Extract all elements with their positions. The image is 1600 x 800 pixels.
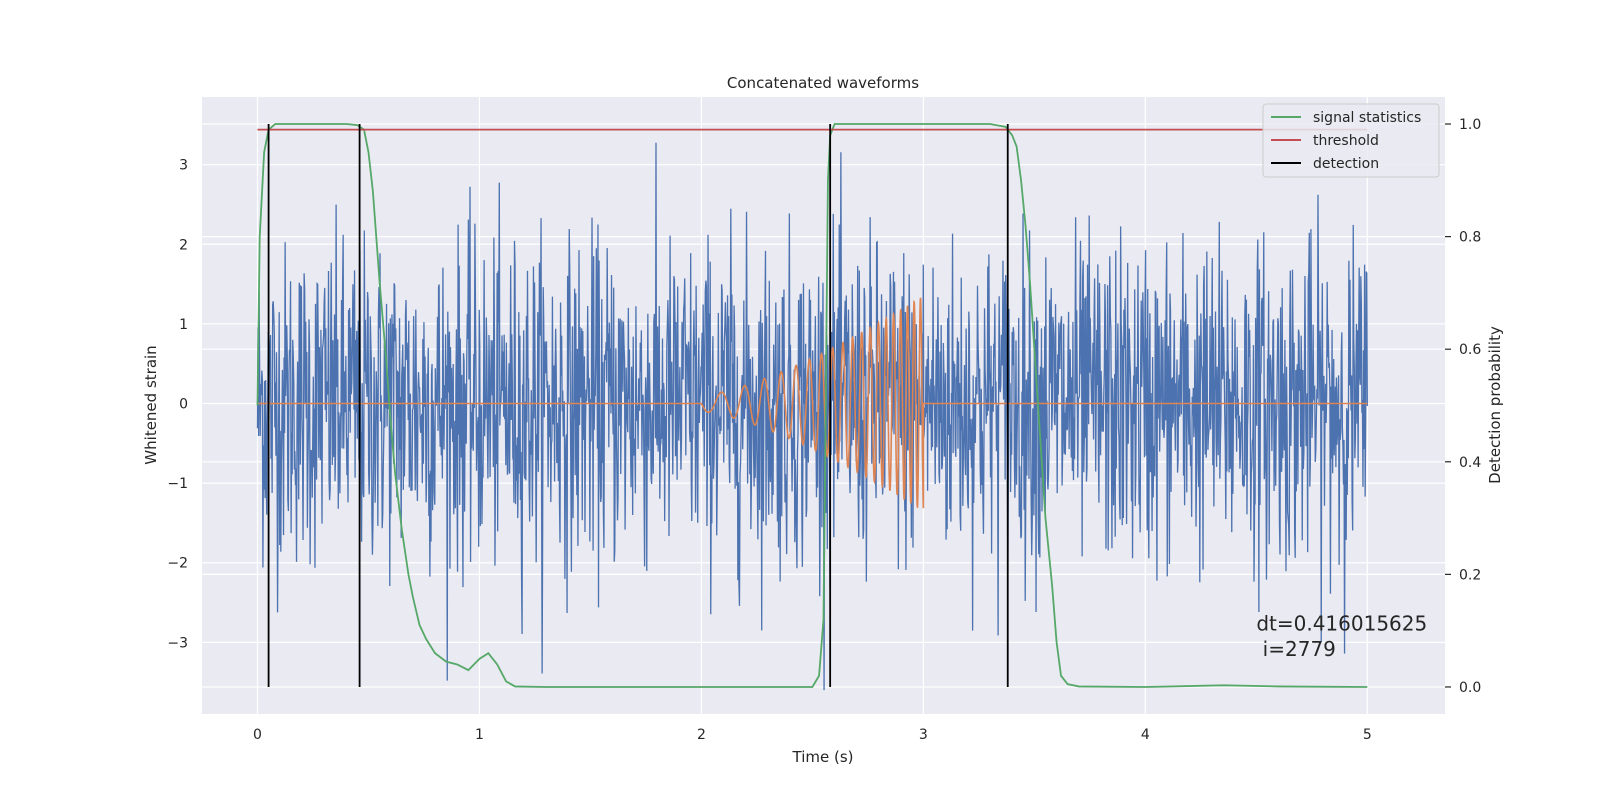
series-signal-statistics	[256, 123, 1368, 688]
y2-tick-label: 0.8	[1459, 230, 1481, 246]
y-tick-label: −3	[167, 635, 188, 651]
y2-tick-label: 0.2	[1459, 567, 1481, 583]
right-y-axis: 0.0 0.2 0.4 0.6 0.8 1.0	[1445, 117, 1481, 696]
series-template-waveform	[257, 297, 1368, 509]
annotations: dt=0.416015625 i=2779	[1256, 612, 1427, 661]
right-axis-label: Detection probability	[1486, 326, 1504, 484]
y-tick-label: −2	[167, 556, 188, 572]
x-axis-label: Time (s)	[792, 748, 854, 766]
annotation-index: i=2779	[1256, 637, 1336, 661]
y-tick-label: 1	[179, 317, 188, 333]
y2-tick-label: 1.0	[1459, 117, 1481, 133]
annotation-dt: dt=0.416015625	[1256, 612, 1427, 636]
x-tick-label: 2	[697, 727, 706, 743]
x-tick-label: 1	[475, 727, 484, 743]
x-axis: 0 1 2 3 4 5	[253, 727, 1372, 743]
y2-tick-label: 0.0	[1459, 680, 1481, 696]
legend-box	[1262, 103, 1440, 178]
x-tick-label: 0	[253, 727, 262, 743]
y-tick-label: 3	[179, 158, 188, 174]
legend-label-threshold: threshold	[1313, 133, 1379, 149]
chart-title: Concatenated waveforms	[727, 74, 919, 92]
y-tick-label: −1	[167, 476, 188, 492]
y-tick-label: 2	[179, 237, 188, 253]
y2-tick-label: 0.4	[1459, 455, 1481, 471]
y-axis-label: Whitened strain	[142, 345, 160, 464]
x-tick-label: 3	[919, 727, 928, 743]
series-layer	[256, 123, 1368, 691]
y2-tick-label: 0.6	[1459, 342, 1481, 358]
x-tick-label: 4	[1141, 727, 1150, 743]
legend: signal statistics threshold detection	[1262, 103, 1440, 178]
legend-label-signal-statistics: signal statistics	[1313, 110, 1421, 126]
left-y-axis: −3 −2 −1 0 1 2 3	[167, 158, 188, 652]
legend-label-detection: detection	[1313, 156, 1379, 172]
y-tick-label: 0	[179, 397, 188, 413]
x-tick-label: 5	[1363, 727, 1372, 743]
